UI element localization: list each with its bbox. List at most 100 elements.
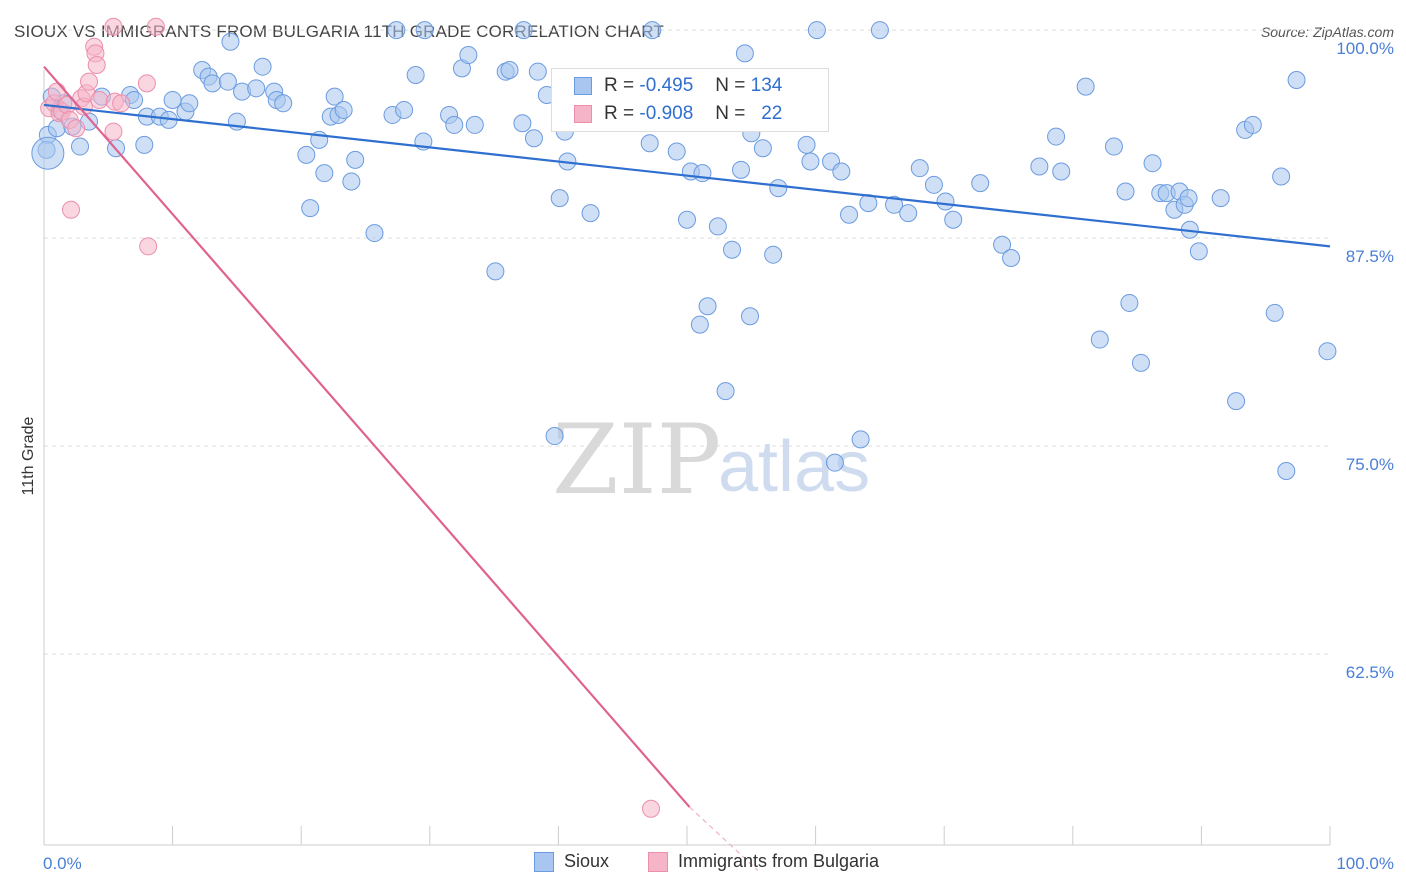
sioux-point — [643, 21, 662, 40]
bulgaria-point — [62, 200, 81, 219]
sioux-point — [1179, 189, 1198, 208]
sioux-point — [253, 57, 272, 76]
sioux-point — [274, 94, 293, 113]
sioux-point — [708, 217, 727, 236]
n-label: N = — [715, 75, 746, 96]
watermark-atlas: atlas — [718, 427, 870, 507]
sioux-point — [1116, 182, 1135, 201]
watermark-zip: ZIP — [552, 404, 721, 516]
legend-item-bulgaria[interactable]: Immigrants from Bulgaria — [648, 851, 879, 872]
sioux-point — [851, 430, 870, 449]
n-value: 134 — [750, 75, 783, 96]
sioux-point — [1104, 137, 1123, 156]
sioux-point — [1047, 127, 1066, 146]
sioux-point — [387, 21, 406, 40]
gridlines — [44, 29, 1330, 655]
tick-labels: 62.5% 75.0% 87.5% 100.0% 0.0% 100.0% — [43, 39, 1394, 873]
sioux-point — [1287, 71, 1306, 89]
r-label: R = — [604, 103, 635, 124]
r-label: R = — [604, 75, 635, 96]
bulgaria-point — [112, 94, 131, 113]
sioux-point — [971, 174, 990, 193]
sioux-point — [640, 134, 659, 153]
sioux-point — [1211, 189, 1230, 208]
sioux-point — [690, 315, 709, 334]
axes — [43, 70, 1331, 846]
bulgaria-legend-swatch — [648, 851, 668, 872]
sioux-point — [944, 210, 963, 229]
sioux-point — [513, 114, 532, 133]
sioux-point — [297, 145, 316, 164]
stats-legend: R = -0.495 N = 134 R = -0.908 N = 22 — [551, 68, 829, 132]
sioux-point — [899, 204, 918, 223]
bulgaria-swatch — [574, 105, 592, 123]
sioux-point — [545, 427, 564, 446]
y-tick-label: 100.0% — [1336, 39, 1394, 58]
sioux-point — [31, 136, 65, 170]
bulgaria-point — [67, 119, 86, 138]
sioux-point — [459, 46, 478, 65]
sioux-point — [667, 142, 686, 161]
sioux-point — [1265, 303, 1284, 322]
sioux-point — [885, 195, 904, 214]
sioux-point — [1143, 154, 1162, 173]
sioux-point — [1318, 342, 1337, 361]
bulgaria-points — [40, 17, 660, 818]
sioux-point — [698, 297, 717, 316]
sioux-point — [1076, 77, 1095, 96]
source-label: Source: ZipAtlas.com — [1260, 24, 1394, 40]
sioux-point — [924, 175, 943, 194]
bulgaria-point — [146, 17, 165, 36]
bulgaria-point — [90, 90, 109, 109]
sioux-point — [365, 224, 384, 243]
sioux-point — [716, 382, 735, 401]
sioux-legend-swatch — [534, 851, 554, 872]
sioux-point — [741, 307, 760, 326]
y-tick-label: 75.0% — [1346, 455, 1394, 474]
sioux-point — [1090, 330, 1109, 349]
y-tick-label: 62.5% — [1346, 663, 1394, 682]
sioux-point — [1030, 157, 1049, 176]
sioux-point — [180, 94, 199, 113]
sioux-point — [797, 135, 816, 154]
sioux-point — [346, 150, 365, 169]
sioux-point — [301, 199, 320, 218]
sioux-point — [247, 79, 266, 98]
sioux-point — [801, 152, 820, 171]
bulgaria-point — [104, 17, 123, 36]
sioux-point — [832, 162, 851, 181]
sioux-point — [723, 240, 742, 259]
sioux-point — [218, 72, 237, 91]
sioux-point — [465, 115, 484, 134]
chart-title: SIOUX VS IMMIGRANTS FROM BULGARIA 11TH G… — [14, 22, 664, 41]
sioux-point — [753, 139, 772, 158]
x-tick-label: 0.0% — [43, 854, 82, 873]
bulgaria-trend-extension — [689, 806, 759, 871]
sioux-point — [840, 205, 859, 224]
sioux-point — [678, 210, 696, 229]
sioux-point — [1131, 353, 1150, 372]
sioux-point — [135, 135, 154, 154]
legend-item-sioux[interactable]: Sioux — [534, 851, 609, 872]
sioux-point — [315, 164, 334, 183]
sioux-point — [514, 21, 533, 40]
sioux-point — [769, 179, 788, 198]
sioux-point — [221, 32, 240, 51]
x-tick-label: 100.0% — [1336, 854, 1394, 873]
sioux-trend-line — [43, 103, 1331, 248]
sioux-point — [445, 115, 464, 134]
sioux-point — [1002, 249, 1021, 268]
bulgaria-point — [80, 72, 99, 91]
bulgaria-point — [137, 74, 156, 93]
n-label: N = — [715, 103, 746, 124]
stats-row-bulgaria: R = -0.908 N = 22 — [574, 101, 782, 127]
sioux-point — [550, 189, 569, 208]
y-tick-label: 87.5% — [1346, 247, 1394, 266]
series-legend: Sioux Immigrants from Bulgaria — [0, 851, 1406, 877]
legend-label: Immigrants from Bulgaria — [678, 851, 880, 871]
sioux-point — [764, 245, 783, 264]
sioux-point — [528, 62, 547, 81]
sioux-point — [910, 159, 929, 178]
sioux-point — [1277, 461, 1296, 480]
